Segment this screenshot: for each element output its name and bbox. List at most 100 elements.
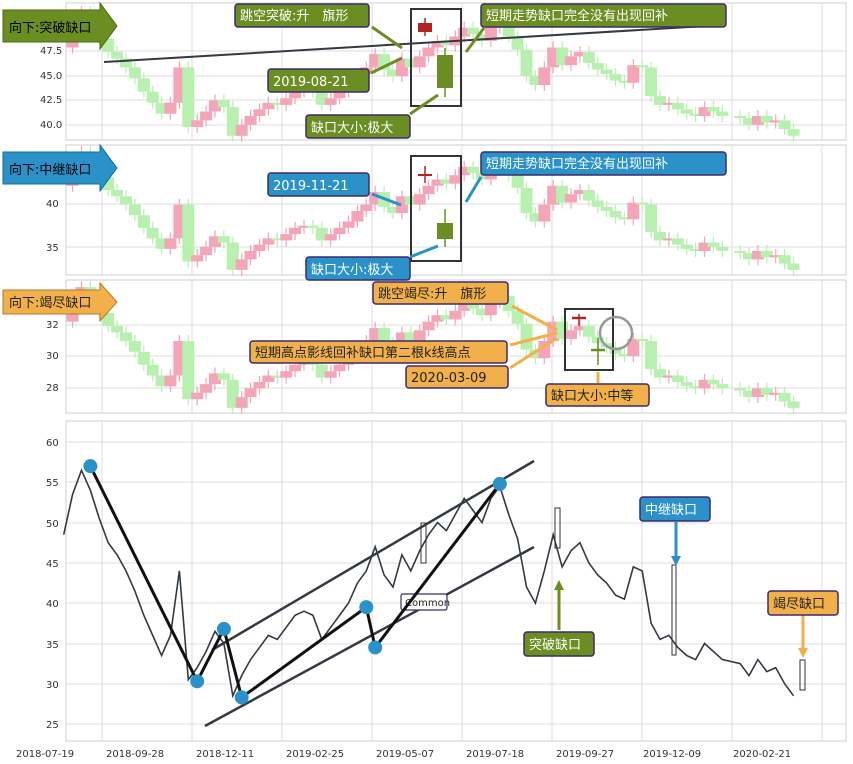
- main-xtick: 2018-09-28: [106, 749, 164, 760]
- candle-down: [511, 36, 524, 50]
- candle-down: [689, 113, 702, 116]
- p3-date-arrow: [509, 336, 558, 370]
- candle-down: [476, 173, 489, 180]
- p3-fill-circle: [598, 315, 634, 351]
- candle-up: [662, 375, 675, 378]
- pivot-point: [216, 621, 231, 636]
- p3-date-text: 2020-03-09: [411, 371, 487, 386]
- candle-up: [191, 120, 204, 127]
- continuation-text: 中继缺口: [645, 503, 697, 518]
- candle-down: [102, 313, 115, 326]
- p2-gapnote-arrow: [464, 176, 483, 203]
- candle-down: [743, 390, 756, 398]
- candle-down: [271, 375, 284, 378]
- candle-up: [289, 227, 302, 235]
- candle-down: [128, 204, 141, 216]
- p1-size-text: 缺口大小:极大: [311, 121, 393, 136]
- tag-breakaway: 向下:突破缺口: [2, 1, 118, 51]
- pivot-point: [492, 476, 507, 491]
- main-ytick: 50: [46, 519, 59, 530]
- candle-up: [253, 109, 266, 116]
- candle-up: [484, 27, 497, 41]
- p1-date-arrow: [370, 56, 403, 75]
- continuation-gap-box: [671, 564, 677, 656]
- p3-ytick: 28: [46, 383, 59, 394]
- candle-up: [627, 338, 640, 357]
- tag-breakaway-text: 向下:突破缺口: [9, 20, 91, 36]
- candle-down: [476, 34, 489, 41]
- candle-up: [458, 302, 471, 311]
- candle-down: [743, 253, 756, 260]
- main-ytick: 30: [46, 680, 59, 691]
- p1-pattern-label: [234, 3, 370, 28]
- candle-down: [787, 129, 800, 136]
- candle-down: [582, 325, 595, 337]
- candle-down: [760, 115, 773, 123]
- candle-up: [200, 111, 213, 121]
- candle-up: [200, 246, 213, 256]
- main-annotations: Common 突破缺口 中继缺口 竭尽缺口: [204, 459, 839, 728]
- candle-down: [716, 111, 729, 116]
- candle-down: [645, 67, 658, 97]
- candle-up: [573, 325, 586, 331]
- continuation-arrowhead: [671, 556, 681, 566]
- main-ytick: 40: [46, 599, 59, 610]
- candle-down: [128, 341, 141, 352]
- p3-size-text: 缺口大小:中等: [551, 388, 633, 404]
- candle-down: [520, 323, 533, 350]
- candle-up: [565, 330, 578, 339]
- candle-down: [520, 187, 533, 214]
- candle-down: [111, 325, 124, 333]
- candle-down: [155, 102, 168, 114]
- common-text: Common: [405, 598, 450, 609]
- candle-down: [511, 175, 524, 188]
- p3-date-label: [405, 365, 509, 389]
- candle-up: [333, 364, 346, 372]
- candle-up: [208, 373, 221, 385]
- candle-down: [636, 202, 649, 205]
- panel-3-frame: [65, 279, 847, 414]
- p1-gapnote-label: [480, 3, 727, 28]
- candle-down: [716, 246, 729, 251]
- candle-down: [119, 332, 132, 342]
- tag-exhaustion-text: 向下:竭尽缺口: [9, 295, 91, 311]
- candle-up: [191, 255, 204, 262]
- candle-up: [662, 102, 675, 105]
- p3-size-label: [545, 383, 650, 407]
- candle-up: [191, 392, 204, 400]
- candle-up: [342, 221, 355, 228]
- main-ytick: 60: [46, 438, 59, 449]
- candle-up: [662, 238, 675, 241]
- p1-gap-candle-up: [418, 23, 432, 32]
- candle-up: [324, 371, 337, 378]
- candle-up: [333, 227, 346, 235]
- candle-up: [262, 238, 275, 245]
- panel-2-frame: [65, 144, 847, 276]
- candle-down: [146, 227, 159, 239]
- candle-down: [582, 51, 595, 63]
- candle-down: [707, 379, 720, 385]
- candle-down: [511, 310, 524, 324]
- p2-ytick: 35: [46, 243, 59, 254]
- candle-up: [538, 204, 551, 222]
- candle-down: [582, 189, 595, 201]
- candle-down: [217, 236, 230, 243]
- p1-date-label: [267, 68, 370, 93]
- candle-up: [360, 204, 373, 211]
- candle-up: [484, 302, 497, 316]
- candle-down: [743, 118, 756, 125]
- candle-down: [128, 67, 141, 79]
- p2-gap-candle-down: [437, 223, 453, 239]
- candle-up: [235, 259, 248, 270]
- candle-down: [689, 248, 702, 251]
- exhaustion-arrowhead: [798, 648, 808, 658]
- candle-down: [387, 206, 399, 214]
- p3-ytick: 30: [46, 351, 59, 362]
- candle-up: [422, 185, 435, 195]
- candle-down: [760, 250, 773, 258]
- candle-down: [734, 250, 747, 254]
- main-chart-frame: [65, 420, 847, 742]
- main-xtick: 2018-12-11: [196, 749, 254, 760]
- candle-up: [573, 189, 586, 195]
